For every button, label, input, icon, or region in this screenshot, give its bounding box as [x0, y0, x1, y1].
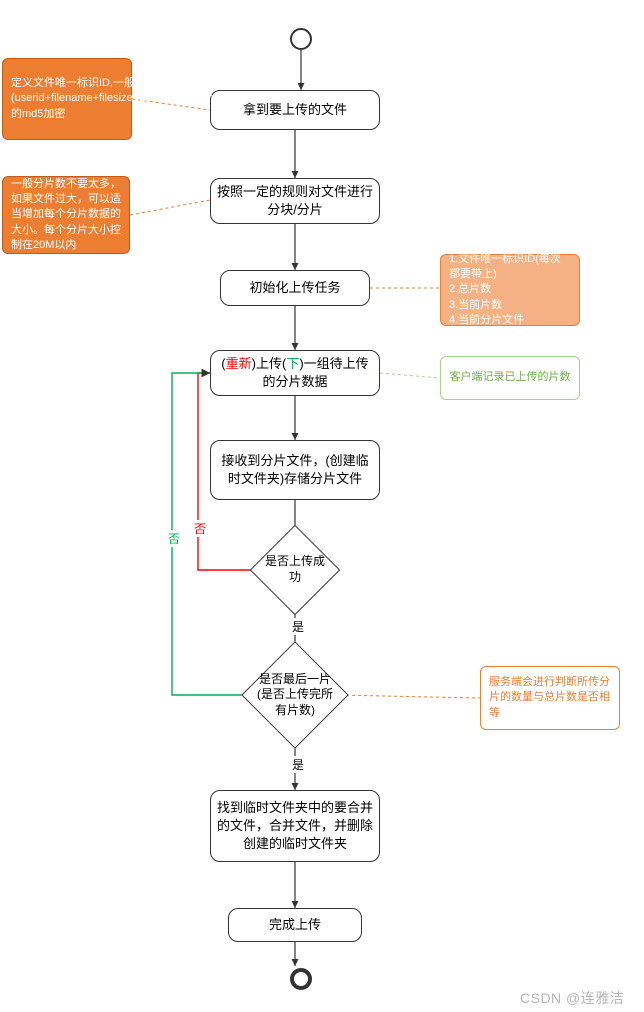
decision-upload-success: 是否上传成功: [263, 538, 327, 602]
node-upload-chunk: (重新)上传(下)一组待上传的分片数据: [210, 350, 380, 396]
note-text: 1.文件唯一标识ID(每次都要带上) 2.总片数 3.当前片数 4.当前分片文件: [449, 252, 571, 329]
decision-last-chunk: 是否最后一片(是否上传完所有片数): [257, 657, 333, 733]
note-text: 一般分片数不要太多，如果文件过大，可以适当增加每个分片数据的大小。每个分片大小控…: [11, 177, 121, 254]
note-text: 定义文件唯一标识ID,一般为(userid+filename+filesize+…: [11, 76, 286, 122]
node-label: 接收到分片文件，(创建临时文件夹)存储分片文件: [217, 452, 373, 488]
decision-label: 是否最后一片(是否上传完所有片数): [257, 672, 333, 719]
node-label: (重新)上传(下)一组待上传的分片数据: [217, 355, 373, 391]
node-complete: 完成上传: [228, 908, 362, 942]
node-split-file: 按照一定的规则对文件进行分块/分片: [210, 178, 380, 224]
note-text: 服务端会进行判断所传分片的数量与总片数是否相等: [489, 675, 611, 721]
node-merge-files: 找到临时文件夹中的要合并的文件，合并文件，并删除创建的临时文件夹: [210, 790, 380, 862]
node-label: 初始化上传任务: [249, 279, 340, 297]
node-init-task: 初始化上传任务: [220, 270, 370, 306]
watermark: CSDN @连雅洁: [520, 988, 624, 1008]
note-chunk-size: 一般分片数不要太多，如果文件过大，可以适当增加每个分片数据的大小。每个分片大小控…: [2, 176, 130, 254]
node-label: 找到临时文件夹中的要合并的文件，合并文件，并删除创建的临时文件夹: [217, 799, 373, 854]
end-node: [290, 968, 312, 990]
note-text: 客户端记录已上传的片数: [450, 370, 571, 385]
node-store-chunk: 接收到分片文件，(创建临时文件夹)存储分片文件: [210, 440, 380, 500]
node-label: 完成上传: [269, 916, 321, 934]
note-file-id: 定义文件唯一标识ID,一般为(userid+filename+filesize+…: [2, 58, 132, 140]
node-label: 按照一定的规则对文件进行分块/分片: [217, 183, 373, 219]
label-no-2: 否: [166, 530, 182, 547]
note-client-record: 客户端记录已上传的片数: [440, 356, 580, 400]
label-no-1: 否: [192, 520, 208, 537]
decision-label: 是否上传成功: [263, 554, 327, 585]
label-yes-1: 是: [290, 618, 306, 635]
note-init-params: 1.文件唯一标识ID(每次都要带上) 2.总片数 3.当前片数 4.当前分片文件: [440, 254, 580, 326]
label-yes-2: 是: [290, 756, 306, 773]
start-node: [290, 28, 312, 50]
note-server-check: 服务端会进行判断所传分片的数量与总片数是否相等: [480, 666, 620, 730]
